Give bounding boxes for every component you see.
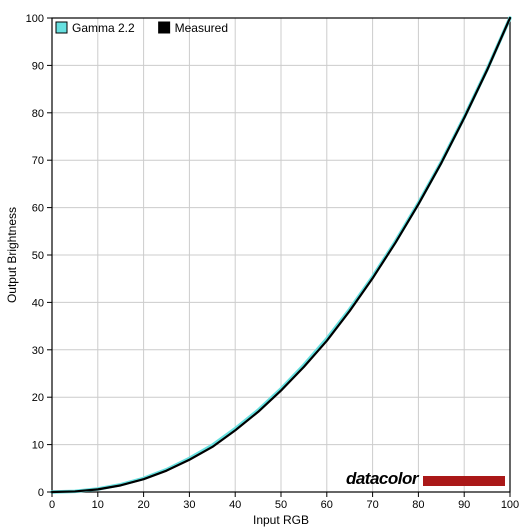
brand-bar	[423, 476, 505, 486]
y-tick-label: 90	[32, 60, 44, 72]
x-tick-label: 80	[412, 499, 424, 511]
y-tick-label: 100	[26, 13, 44, 25]
y-tick-label: 80	[32, 108, 44, 120]
x-tick-label: 0	[49, 499, 55, 511]
chart-bg	[0, 0, 530, 530]
x-tick-label: 40	[229, 499, 241, 511]
x-tick-label: 50	[275, 499, 287, 511]
x-axis-label: Input RGB	[253, 513, 309, 527]
y-tick-label: 70	[32, 155, 44, 167]
x-tick-label: 90	[458, 499, 470, 511]
y-tick-label: 50	[32, 250, 44, 262]
x-tick-label: 20	[137, 499, 149, 511]
chart-canvas: 0 10 20 30 40 50 60 70 80 90 100 0 10 20 30 40 50 60 70 80 9…	[0, 0, 530, 530]
y-axis-label: Output Brightness	[5, 207, 19, 303]
y-tick-label: 30	[32, 345, 44, 357]
legend-label: Measured	[175, 21, 228, 35]
legend-swatch	[159, 22, 170, 33]
x-tick-label: 100	[501, 499, 519, 511]
y-tick-label: 20	[32, 392, 44, 404]
brand-text: datacolor	[346, 469, 420, 488]
y-tick-label: 60	[32, 203, 44, 215]
y-tick-label: 10	[32, 440, 44, 452]
x-tick-label: 10	[92, 499, 104, 511]
y-tick-label: 0	[38, 487, 44, 499]
x-tick-label: 30	[183, 499, 195, 511]
y-tick-label: 40	[32, 297, 44, 309]
x-tick-label: 60	[321, 499, 333, 511]
legend-swatch	[56, 22, 67, 33]
legend-label: Gamma 2.2	[72, 21, 135, 35]
gamma-chart: 0 10 20 30 40 50 60 70 80 90 100 0 10 20 30 40 50 60 70 80 9…	[0, 0, 530, 530]
x-tick-label: 70	[366, 499, 378, 511]
